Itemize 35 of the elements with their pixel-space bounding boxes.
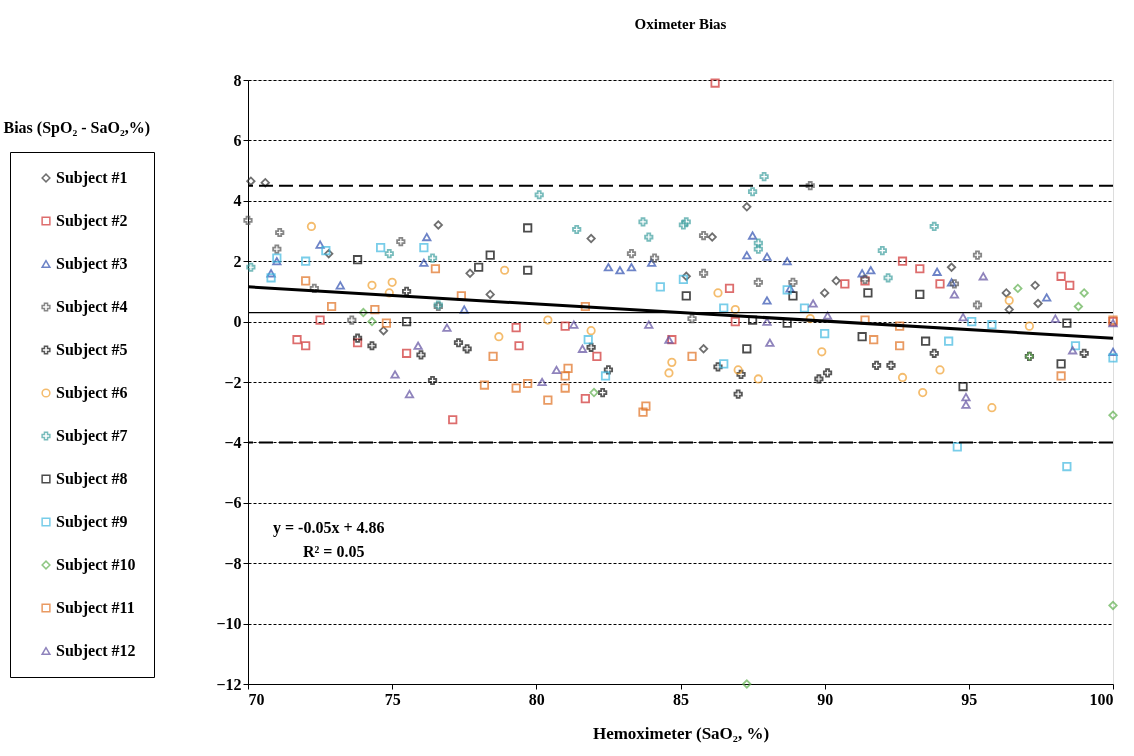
legend-label: Subject #9 [56, 513, 128, 531]
legend-label: Subject #12 [56, 642, 136, 660]
y-tick-label: 4 [233, 192, 242, 210]
y-tick-label: −4 [224, 433, 242, 451]
x-tick-label: 100 [1089, 690, 1114, 708]
y-tick-label: 0 [233, 313, 242, 331]
annotation: R² = 0.05 [303, 543, 365, 560]
y-tick-label: 8 [233, 71, 242, 89]
chart-title: Oximeter Bias [634, 16, 727, 32]
legend-label: Subject #10 [56, 556, 136, 574]
annotation: y = -0.05x + 4.86 [273, 519, 385, 537]
y-tick-label: −2 [224, 373, 242, 391]
x-tick-label: 95 [961, 690, 978, 708]
x-tick-label: 90 [817, 690, 834, 708]
legend-label: Subject #2 [56, 212, 128, 230]
legend-label: Subject #3 [56, 255, 128, 273]
legend-label: Subject #4 [56, 298, 128, 316]
y-tick-label: 2 [233, 252, 242, 270]
legend-label: Subject #7 [56, 427, 128, 445]
x-tick-label: 75 [384, 690, 401, 708]
y-tick-label: 6 [233, 131, 242, 149]
x-axis-title: Hemoximeter (SaO₂, %) [592, 723, 770, 743]
x-tick-label: 70 [248, 690, 265, 708]
legend-label: Subject #11 [56, 599, 135, 617]
x-tick-label: 85 [673, 690, 689, 708]
x-tick-label: 80 [528, 690, 545, 708]
y-axis-title: Bias (SpO₂ - SaO₂,%) [3, 118, 151, 137]
legend-label: Subject #8 [56, 470, 128, 488]
legend-label: Subject #6 [56, 384, 128, 402]
y-tick-label: −6 [224, 494, 242, 512]
y-tick-label: −8 [224, 554, 242, 572]
y-tick-label: −12 [216, 675, 242, 693]
y-tick-label: −10 [216, 615, 242, 633]
legend-label: Subject #5 [56, 341, 128, 359]
legend-label: Subject #1 [56, 169, 128, 187]
